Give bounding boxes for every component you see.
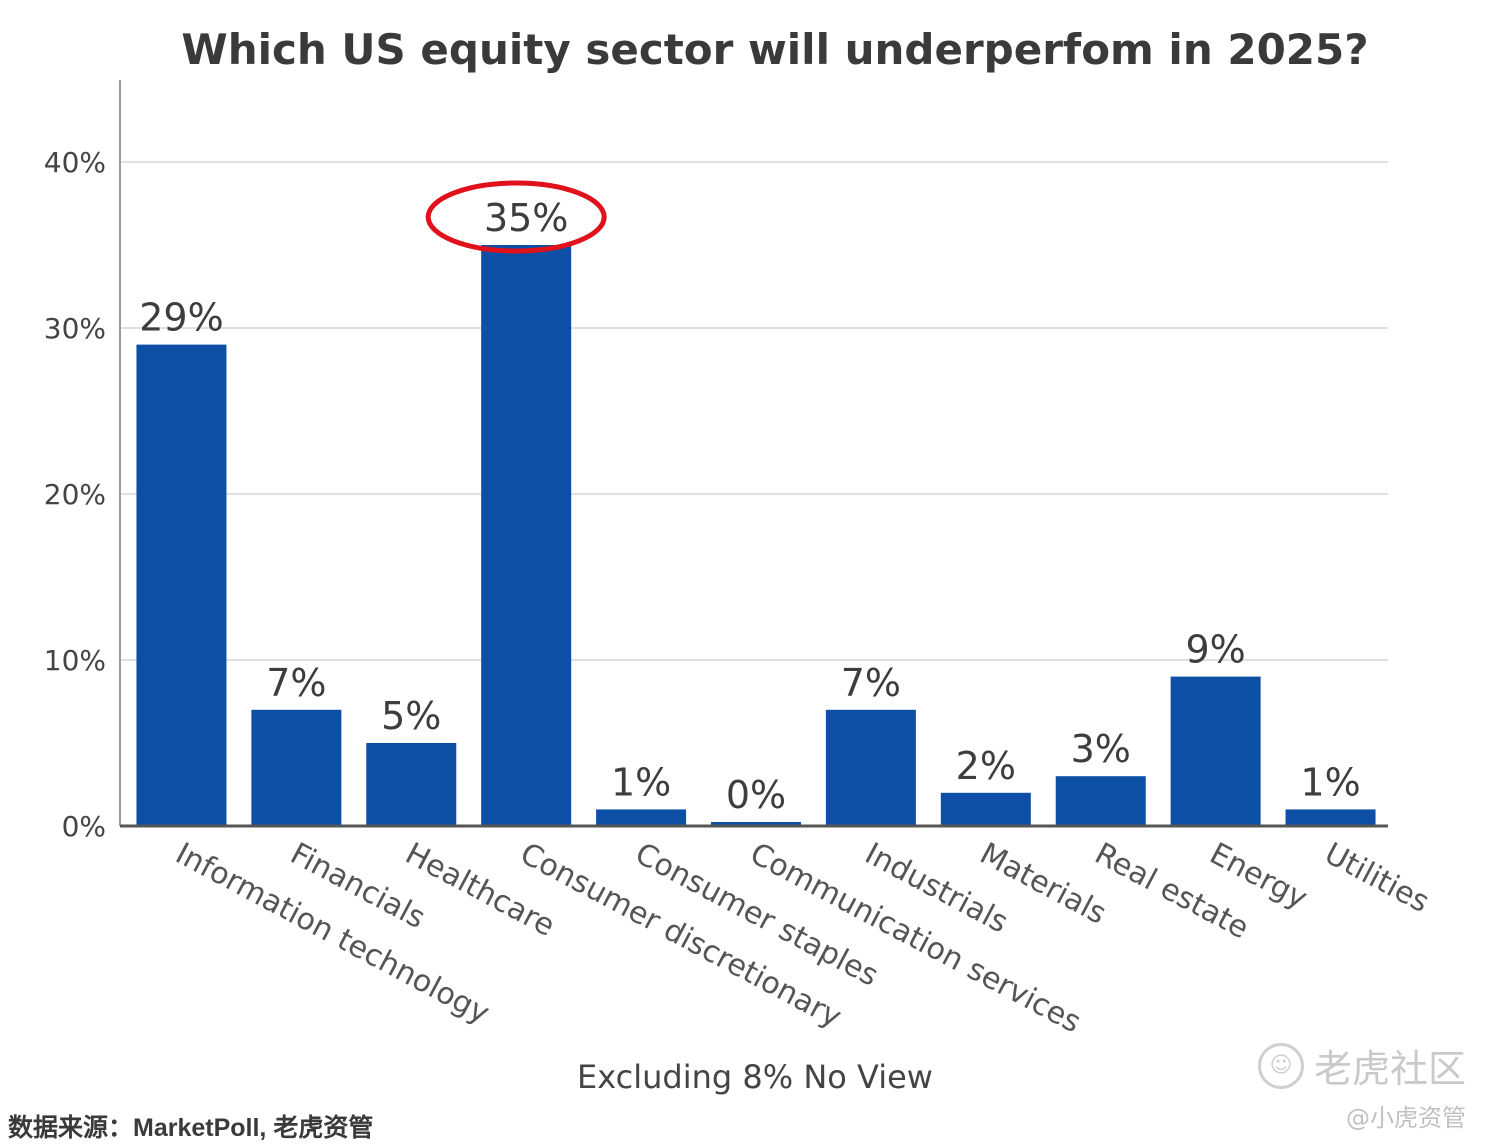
bar [251,709,342,826]
y-tick-label: 40% [44,146,106,179]
bar [825,709,916,826]
y-tick-label: 0% [62,810,106,843]
data-label: 3% [1071,727,1131,771]
watermark-handle: @小虎资管 [1346,1104,1466,1132]
bar [940,792,1031,826]
bar [1170,676,1261,826]
chart-title: Which US equity sector will underperfom … [181,25,1368,74]
data-label: 5% [381,694,441,738]
bar [136,344,227,826]
watermark-brand-text: 老虎社区 [1313,1047,1466,1091]
bar [481,245,572,826]
bar [366,743,457,826]
data-labels: 29% 7% 5% 35% 1% 0% 7% 2% 3% 9% 1% [139,196,1360,817]
data-label: 7% [841,661,901,705]
data-label: 35% [484,196,568,240]
data-label: 29% [139,296,223,340]
data-label: 0% [726,773,786,817]
highlight-circle [425,180,607,254]
axes: 0% 10% 20% 30% 40% [44,80,1388,843]
highlight-annotation [425,180,607,254]
data-label: 1% [1300,760,1360,804]
bar [1285,809,1376,826]
y-tick-label: 30% [44,312,106,345]
data-label: 9% [1185,628,1245,672]
data-label: 7% [266,661,326,705]
category-labels: Information technologyFinancialsHealthca… [170,836,1435,1040]
source-text: 数据来源：MarketPoll, 老虎资管 [8,1114,374,1142]
data-label: 2% [956,744,1016,788]
watermark-brand: ☺ 老虎社区 [1257,1038,1466,1093]
y-tick-label: 10% [44,644,106,677]
bar [1055,776,1146,826]
gridlines [120,161,1388,661]
chart-footnote: Excluding 8% No View [577,1058,933,1096]
tiger-community-logo-icon: ☺ [1257,1042,1304,1089]
bar [711,822,801,826]
data-label: 1% [611,760,671,804]
category-label: Utilities [1319,836,1435,920]
bar [596,809,687,826]
y-tick-label: 20% [44,478,106,511]
bars [136,245,1376,826]
